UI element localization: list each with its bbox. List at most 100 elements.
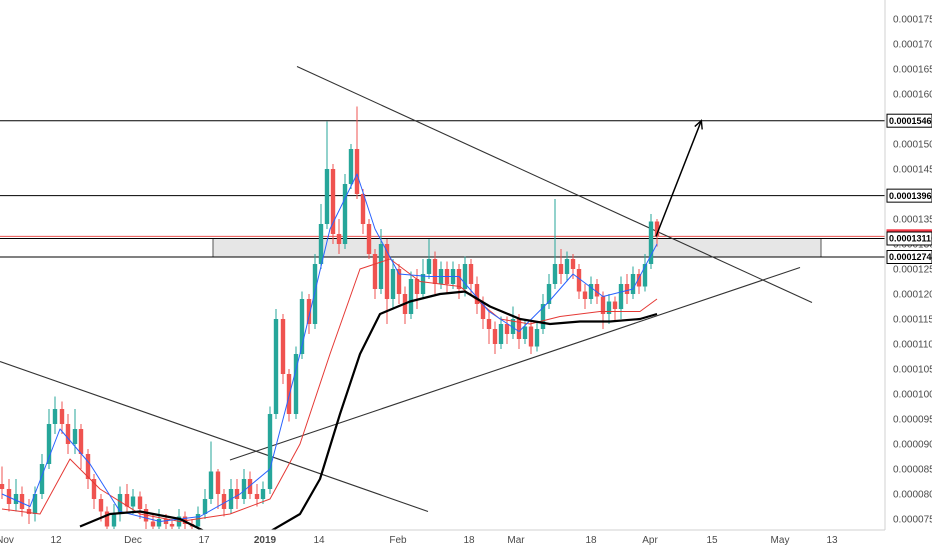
candle-body [582, 291, 588, 299]
horizontal-levels-layer [0, 120, 885, 258]
y-tick-label: 0.00011000 [893, 340, 932, 351]
candle [462, 256, 468, 297]
candle [46, 409, 52, 469]
y-tick-label: 0.00007500 [893, 515, 932, 526]
candle-body [312, 264, 318, 324]
candle [59, 401, 65, 434]
candle-body [366, 224, 372, 254]
candle [612, 296, 618, 322]
candle-body [267, 414, 273, 489]
candle-body [324, 169, 330, 224]
candle [582, 284, 588, 309]
candle-body [516, 319, 522, 339]
candle [169, 519, 175, 529]
candle-body [46, 424, 52, 464]
candle-body [124, 494, 130, 507]
candle [432, 251, 438, 294]
candle-body [498, 324, 504, 344]
candle [576, 264, 582, 299]
x-tick-label: 2019 [254, 535, 277, 546]
price-badge-text: 0.00015466 [889, 116, 932, 126]
candle-body [202, 499, 208, 514]
y-tick-label: 0.00017500 [893, 15, 932, 26]
candle-body [546, 284, 552, 304]
candle-body [234, 489, 240, 499]
x-tick-label: 12 [50, 535, 62, 546]
candle-body [396, 269, 402, 294]
candle [588, 276, 594, 304]
y-tick-label: 0.00015000 [893, 140, 932, 151]
candle [0, 466, 5, 499]
candle-body [32, 494, 38, 514]
candle-body [104, 511, 110, 527]
candle [564, 251, 570, 282]
candle-body [111, 514, 117, 527]
level-price-badge: 0.00012740 [886, 250, 932, 264]
candle-body [221, 494, 227, 509]
candle-body [348, 149, 354, 184]
candle-body [39, 464, 45, 494]
x-tick-label: 17 [198, 535, 210, 546]
candle-body [273, 319, 279, 414]
candles-layer [0, 106, 660, 529]
y-tick-label: 0.00016500 [893, 65, 932, 76]
x-tick-label: Mar [507, 535, 525, 546]
price-axis[interactable]: 0.00007500 0.00008000 0.00008500 0.00009000… [893, 15, 932, 526]
candle [366, 219, 372, 259]
candle [630, 266, 636, 299]
candle-body [286, 374, 292, 414]
candle [65, 414, 71, 454]
moving-average-fast [1, 173, 658, 522]
candle [336, 219, 342, 254]
candle [260, 481, 266, 504]
candle [360, 189, 366, 234]
candle-body [13, 494, 19, 504]
candle [117, 486, 123, 522]
candle-body [630, 274, 636, 294]
candle [234, 479, 240, 509]
candle-body [384, 244, 390, 299]
price-badge-box [886, 188, 932, 203]
time-axis[interactable]: Nov 12 Dec 17 2019 14 Feb 18 Mar 18 Apr 15 May 13 [0, 535, 838, 546]
candle [52, 396, 58, 434]
candle [606, 294, 612, 324]
candle-body [606, 301, 612, 314]
x-tick-label: 13 [826, 535, 838, 546]
candle-body [330, 169, 336, 234]
candle-body [360, 194, 366, 224]
candle-body [462, 264, 468, 289]
x-tick-label: 14 [313, 535, 325, 546]
price-badge-box [886, 250, 932, 264]
candle-body [241, 479, 247, 499]
y-tick-label: 0.00017000 [893, 40, 932, 51]
candle [241, 469, 247, 504]
candle-body [636, 274, 642, 287]
candle [372, 249, 378, 299]
candle [426, 239, 432, 279]
x-tick-label: May [771, 535, 790, 546]
candle-body [195, 514, 201, 527]
x-tick-label: 18 [585, 535, 597, 546]
candle-body [510, 319, 516, 334]
candle [299, 291, 305, 359]
candle-body [600, 296, 606, 314]
candle-body [19, 494, 25, 509]
candle-body [480, 304, 486, 319]
candle [13, 479, 19, 512]
candle [492, 321, 498, 354]
candle-body [648, 221, 654, 264]
resistance-zone [212, 238, 822, 258]
candle [208, 441, 214, 504]
candle-body [336, 234, 342, 244]
candle-body [390, 269, 396, 299]
candle-body [280, 319, 286, 374]
candle-body [456, 269, 462, 289]
projection-arrow-layer [655, 122, 701, 237]
candle-body [137, 496, 143, 509]
candle [468, 259, 474, 294]
price-badge-text: 0.00013110 [889, 234, 932, 244]
moving-average-slow [79, 290, 658, 530]
candle [111, 504, 117, 529]
candle [408, 271, 414, 319]
